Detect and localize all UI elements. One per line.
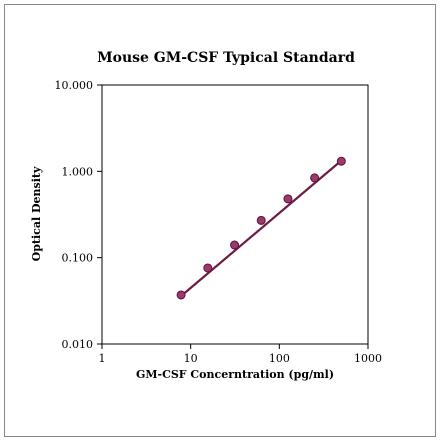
data-point — [230, 240, 240, 250]
data-point — [336, 156, 346, 166]
trendline — [180, 159, 343, 297]
plot-area — [101, 84, 369, 345]
data-points — [176, 156, 346, 300]
y-tick-label: 0.010 — [62, 338, 94, 351]
outer-frame — [4, 4, 436, 437]
data-point — [176, 290, 186, 300]
x-axis-ticks: 1 10 100 1000 — [99, 344, 382, 365]
y-tick-label: 1.000 — [62, 165, 94, 178]
x-tick-label: 10 — [184, 352, 198, 365]
y-axis-ticks: 0.010 0.100 1.000 10.000 — [55, 79, 102, 351]
x-tick-label: 1 — [99, 352, 106, 365]
y-tick-label: 10.000 — [55, 79, 94, 92]
data-point — [283, 194, 293, 204]
data-point — [310, 173, 320, 183]
trendline-group — [180, 159, 343, 297]
x-axis-label: GM-CSF Concerntration (pg/ml) — [136, 368, 334, 381]
y-axis-label: Optical Density — [30, 166, 43, 261]
data-point — [203, 263, 213, 273]
x-tick-label: 1000 — [354, 352, 382, 365]
chart-title: Mouse GM-CSF Typical Standard — [97, 50, 355, 66]
data-point — [256, 215, 266, 225]
y-tick-label: 0.100 — [62, 252, 94, 265]
x-tick-label: 100 — [269, 352, 290, 365]
